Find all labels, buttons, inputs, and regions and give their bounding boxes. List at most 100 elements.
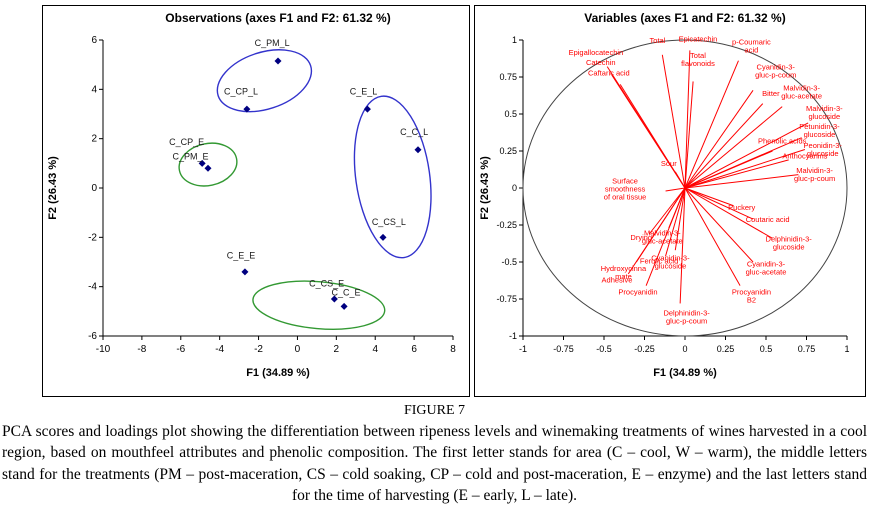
x-tick-label: -0.75: [553, 344, 574, 354]
loading-vector: [674, 187, 686, 251]
x-tick-label: 0: [295, 344, 301, 355]
loading-vector: [661, 54, 686, 189]
y-tick-label: -1: [509, 331, 517, 341]
loading-vector: [684, 50, 691, 189]
x-tick-label: 0.25: [717, 344, 735, 354]
variable-label: glucoside: [807, 149, 839, 158]
variable-label: Total: [650, 36, 666, 45]
y-tick-label: 0.25: [499, 146, 517, 156]
variable-label: Peonidin-3-: [804, 141, 843, 150]
loading-vector: [684, 150, 773, 189]
variable-label: Puckery: [728, 203, 755, 212]
observation-point: [414, 146, 422, 154]
variable-label: Bitter: [762, 89, 780, 98]
x-tick-label: 8: [450, 344, 456, 355]
x-tick-label: 0.5: [760, 344, 773, 354]
loading-vector: [674, 171, 686, 189]
group-ellipse: [216, 49, 313, 113]
x-tick-label: 2: [334, 344, 340, 355]
loading-vector: [684, 90, 754, 189]
correlation-circle: [522, 39, 848, 337]
loading-vector: [684, 122, 809, 189]
y-tick-label: -0.25: [496, 220, 517, 230]
variable-label: Drying: [630, 233, 652, 242]
figure-caption-block: FIGURE 7 PCA scores and loadings plot sh…: [0, 403, 869, 507]
variable-label: glucoside: [808, 112, 840, 121]
x-tick-label: -10: [96, 344, 111, 355]
variable-label: flavonoids: [681, 59, 715, 68]
variable-label: Malvidin-3-: [806, 104, 843, 113]
loading-vector: [665, 187, 686, 192]
variable-label: Malvidin-3-: [644, 228, 681, 237]
variable-label: Delphinidin-3-: [663, 308, 710, 317]
variable-label: Malvidin-3-: [796, 166, 833, 175]
observation-point: [243, 105, 251, 113]
variable-label: Cyanidin-3-: [747, 259, 786, 268]
loading-vector: [679, 187, 686, 304]
loading-vector: [684, 187, 773, 239]
observation-label: C_PM_E: [172, 152, 208, 162]
variable-label: mate: [615, 272, 632, 281]
observation-point: [204, 164, 212, 172]
loading-vector: [619, 84, 686, 189]
y-tick-label: -6: [88, 331, 97, 342]
group-ellipse: [252, 280, 386, 330]
variable-label: glucoside: [773, 242, 805, 251]
loading-vector: [684, 187, 754, 220]
variable-label: Caftaric acid: [588, 69, 630, 78]
variable-label: glucoside: [804, 130, 836, 139]
group-ellipse: [178, 142, 238, 187]
y-tick-label: 1: [512, 35, 517, 45]
loading-vector: [668, 187, 686, 229]
loading-vector: [684, 60, 739, 189]
loading-vector: [635, 187, 686, 263]
variables-loading-plot: Variables (axes F1 and F2: 61.32 %) -1 -0.…: [479, 11, 850, 379]
y-axis-label: F2 (26.43 %): [479, 156, 491, 220]
variable-label: glucoside: [655, 262, 687, 271]
x-tick-label: 0.75: [798, 344, 816, 354]
variable-label: Phenolic acids: [758, 137, 807, 146]
variable-label: gluc-p-coum: [794, 174, 835, 183]
loading-vector: [684, 187, 734, 207]
observation-label: C_CS_E: [309, 279, 344, 289]
observation-label: C_C_L: [400, 127, 428, 137]
variable-label: gluc-acetate: [642, 236, 683, 245]
y-tick-label: 6: [91, 35, 97, 46]
y-tick-label: -2: [88, 232, 97, 243]
variable-label: Catechin: [586, 58, 616, 67]
observation-label: C_C_E: [332, 287, 361, 297]
loading-vector: [684, 106, 783, 189]
observation-label: C_CP_L: [224, 86, 258, 96]
x-tick-label: 1: [844, 344, 849, 354]
observation-point: [340, 302, 348, 310]
figure-label: FIGURE 7: [403, 403, 466, 418]
x-tick-label: 0: [682, 344, 687, 354]
x-tick-label: -6: [176, 344, 185, 355]
y-tick-label: 0: [512, 183, 517, 193]
loading-vector: [665, 187, 686, 257]
x-tick-label: -0.25: [634, 344, 655, 354]
variable-label: Procyanidin: [618, 288, 657, 297]
observation-point: [330, 295, 338, 303]
y-tick-label: -4: [88, 282, 97, 293]
loading-vector: [684, 159, 789, 189]
variable-label: acid: [745, 45, 759, 54]
variable-label: Cyanidin-3-: [651, 254, 690, 263]
x-tick-label: -8: [137, 344, 146, 355]
observation-label: C_CP_E: [169, 137, 204, 147]
variable-label: Total: [690, 51, 706, 60]
y-tick-label: 0.75: [499, 72, 517, 82]
observations-scatter-plot: Observations (axes F1 and F2: 61.32 %) -1…: [47, 11, 456, 379]
x-axis-label: F1 (34.89 %): [246, 367, 310, 379]
variable-label: p-Coumaric: [732, 37, 771, 46]
x-tick-label: -4: [215, 344, 224, 355]
variable-label: Coutaric acid: [746, 215, 790, 224]
x-tick-label: -2: [254, 344, 263, 355]
y-tick-label: 4: [91, 84, 97, 95]
x-tick-label: -0.5: [596, 344, 612, 354]
loading-vector: [684, 187, 754, 263]
loading-vector: [684, 149, 806, 189]
observation-point: [363, 105, 371, 113]
variable-label: gluc-acetate: [746, 267, 787, 276]
observation-label: C_PM_L: [255, 38, 290, 48]
